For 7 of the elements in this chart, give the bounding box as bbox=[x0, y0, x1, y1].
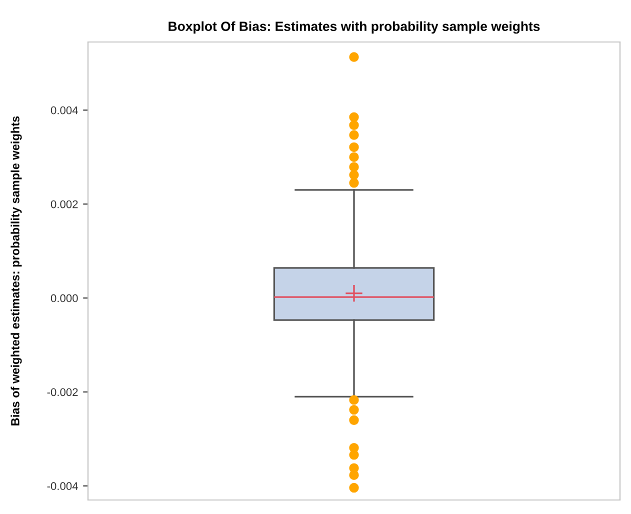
y-tick-label: 0.000 bbox=[50, 294, 78, 302]
y-tick-label: -0.004 bbox=[47, 482, 78, 490]
y-tick-label: 0.004 bbox=[50, 106, 78, 114]
y-tick-label: 0.002 bbox=[50, 200, 78, 208]
chart-title: Boxplot Of Bias: Estimates with probability sample weights bbox=[168, 21, 540, 34]
y-tick-label: -0.002 bbox=[47, 388, 78, 396]
y-axis-title: Bias of weighted estimates: probability sample weights bbox=[10, 116, 22, 426]
